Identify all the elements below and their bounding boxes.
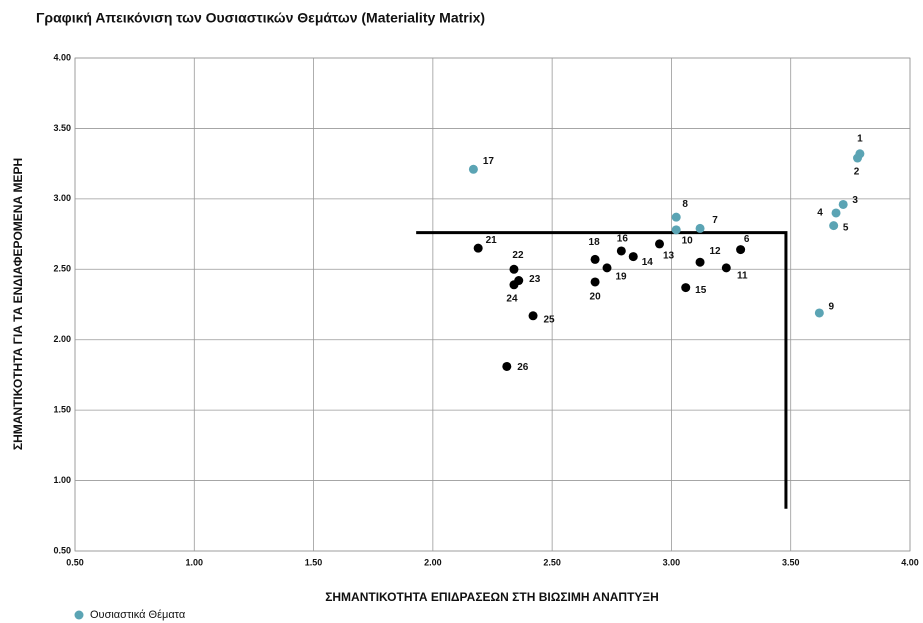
point xyxy=(721,263,731,273)
point-label: 23 xyxy=(529,274,541,285)
x-tick-label: 3.50 xyxy=(782,557,800,567)
y-tick-label: 4.00 xyxy=(53,52,71,62)
x-tick-label: 1.50 xyxy=(305,557,323,567)
point-label: 11 xyxy=(737,271,748,282)
point xyxy=(838,199,848,209)
point xyxy=(616,246,626,256)
point-label: 25 xyxy=(543,314,555,325)
point-label: 3 xyxy=(852,195,858,206)
point xyxy=(671,225,681,235)
point xyxy=(473,243,483,253)
point-label: 21 xyxy=(486,235,498,246)
x-tick-label: 1.00 xyxy=(186,557,204,567)
legend-marker xyxy=(74,610,84,620)
point-label: 13 xyxy=(663,251,675,262)
point xyxy=(736,245,746,255)
chart-title: Γραφική Απεικόνιση των Ουσιαστικών Θεμάτ… xyxy=(36,10,485,26)
y-tick-label: 3.00 xyxy=(53,193,71,203)
point-label: 24 xyxy=(506,293,518,304)
point-label: 26 xyxy=(517,362,529,373)
x-tick-label: 4.00 xyxy=(901,557,919,567)
point xyxy=(681,283,691,293)
y-axis-label: ΣΗΜΑΝΤΙΚΟΤΗΤΑ ΓΙΑ ΤΑ ΕΝΔΙΑΦΕΡΟΜΕΝΑ ΜΕΡΗ xyxy=(11,158,25,450)
point-label: 9 xyxy=(829,302,835,313)
point-label: 16 xyxy=(617,234,629,245)
point xyxy=(602,263,612,273)
point-label: 10 xyxy=(682,235,694,246)
point-label: 19 xyxy=(615,272,627,283)
x-tick-label: 0.50 xyxy=(66,557,84,567)
point-label: 15 xyxy=(695,285,707,296)
point xyxy=(829,221,839,231)
x-tick-label: 2.00 xyxy=(424,557,442,567)
point xyxy=(814,308,824,318)
point xyxy=(509,264,519,274)
point-label: 6 xyxy=(744,234,750,245)
point xyxy=(655,239,664,249)
point xyxy=(468,164,478,174)
point-label: 2 xyxy=(854,167,860,178)
point-label: 17 xyxy=(483,156,495,167)
y-tick-label: 2.50 xyxy=(53,264,71,274)
point-label: 14 xyxy=(642,257,654,268)
point xyxy=(695,257,705,267)
y-tick-label: 3.50 xyxy=(53,123,71,133)
point-label: 20 xyxy=(590,292,602,303)
x-axis-label: ΣΗΜΑΝΤΙΚΟΤΗΤΑ ΕΠΙΔΡΑΣΕΩΝ ΣΤΗ ΒΙΩΣΙΜΗ ΑΝΑ… xyxy=(325,590,659,604)
point-label: 5 xyxy=(843,222,849,233)
point-label: 22 xyxy=(512,250,524,261)
point xyxy=(590,277,600,287)
point xyxy=(671,212,681,222)
point xyxy=(528,311,538,321)
point-label: 1 xyxy=(857,133,863,144)
y-tick-label: 1.00 xyxy=(53,475,71,485)
point-label: 7 xyxy=(712,215,718,226)
y-tick-label: 0.50 xyxy=(53,545,71,555)
point-label: 4 xyxy=(817,208,823,219)
x-tick-label: 3.00 xyxy=(663,557,681,567)
point xyxy=(502,361,512,371)
legend-label: Ουσιαστικά Θέματα xyxy=(90,609,186,621)
threshold-line xyxy=(416,231,788,509)
point xyxy=(853,153,863,163)
y-tick-label: 2.00 xyxy=(53,334,71,344)
y-tick-label: 1.50 xyxy=(53,405,71,415)
point-label: 8 xyxy=(682,199,688,210)
point-label: 12 xyxy=(709,246,721,257)
point xyxy=(590,254,600,264)
point xyxy=(831,208,841,218)
x-tick-label: 2.50 xyxy=(543,557,561,567)
point xyxy=(628,252,638,262)
point xyxy=(509,280,519,290)
point-label: 18 xyxy=(589,237,601,248)
point xyxy=(695,223,705,233)
